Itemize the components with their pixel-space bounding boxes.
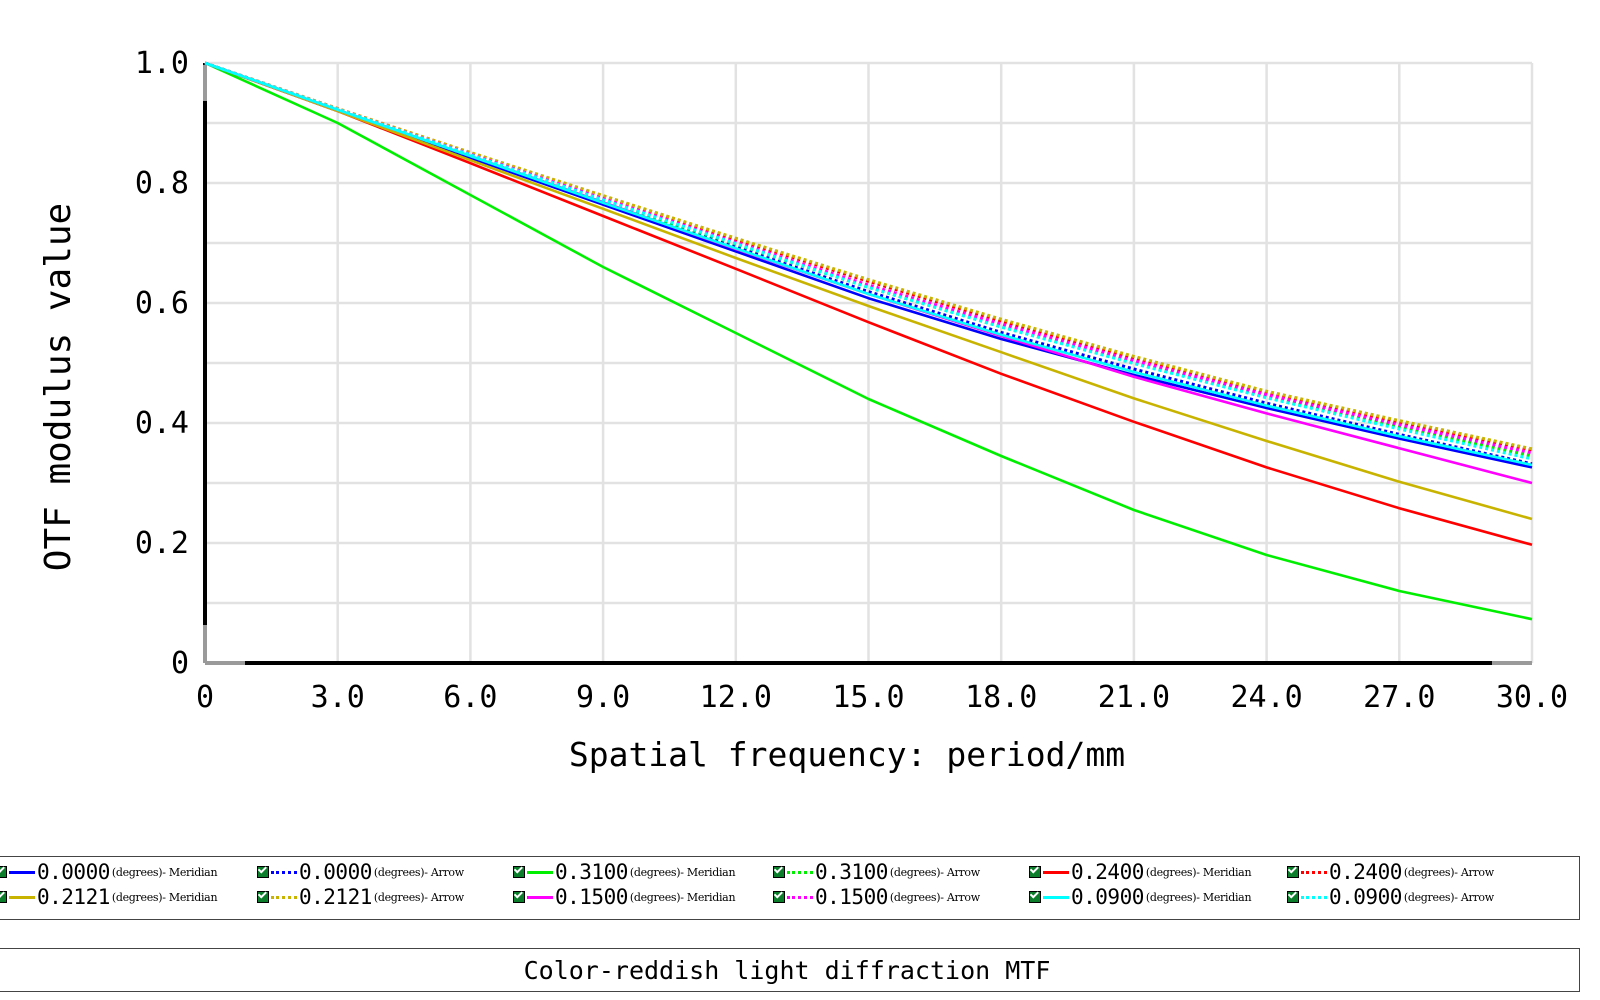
legend-field-unit: (degrees)- Arrow bbox=[1403, 890, 1494, 904]
legend-checkbox-icon[interactable] bbox=[773, 891, 785, 903]
series-line-0-0000-meridian bbox=[204, 61, 1533, 469]
legend-swatch bbox=[271, 870, 297, 874]
legend-item[interactable]: 0.2121 (degrees)- Arrow bbox=[257, 885, 464, 909]
legend-field-unit: (degrees)- Arrow bbox=[889, 865, 980, 879]
legend-item[interactable]: 0.2400 (degrees)- Meridian bbox=[1029, 860, 1252, 884]
legend-field-value: 0.1500 bbox=[555, 885, 628, 909]
y-tick-label: 0 bbox=[171, 646, 189, 681]
legend-checkbox-icon[interactable] bbox=[773, 866, 785, 878]
legend-field-value: 0.0900 bbox=[1071, 885, 1144, 909]
legend-field-unit: (degrees)- Meridian bbox=[1145, 890, 1252, 904]
legend-field-value: 0.3100 bbox=[555, 860, 628, 884]
legend-item[interactable]: 0.1500 (degrees)- Meridian bbox=[513, 885, 736, 909]
legend-checkbox-icon[interactable] bbox=[1029, 891, 1041, 903]
legend-field-unit: (degrees)- Arrow bbox=[889, 890, 980, 904]
legend-swatch bbox=[1043, 870, 1069, 874]
legend-field-value: 0.2400 bbox=[1329, 860, 1402, 884]
series-line-0-2121-arrow bbox=[204, 61, 1533, 451]
legend-field-unit: (degrees)- Arrow bbox=[1403, 865, 1494, 879]
x-tick-label: 21.0 bbox=[1098, 680, 1170, 715]
series-line-0-3100-meridian bbox=[204, 61, 1533, 621]
tick-labels: 0 3.0 6.0 9.0 12.0 15.0 18.0 21.0 24.0 27.0 30.0 0 0… bbox=[135, 46, 1568, 715]
legend-item[interactable]: 0.2121 (degrees)- Meridian bbox=[0, 885, 218, 909]
legend-checkbox-icon[interactable] bbox=[1287, 866, 1299, 878]
legend-swatch bbox=[9, 870, 35, 874]
legend-checkbox-icon[interactable] bbox=[257, 891, 269, 903]
legend-field-value: 0.1500 bbox=[815, 885, 888, 909]
legend-swatch bbox=[1043, 895, 1069, 899]
legend-field-unit: (degrees)- Meridian bbox=[111, 890, 218, 904]
legend-field-unit: (degrees)- Arrow bbox=[373, 890, 464, 904]
legend-checkbox-icon[interactable] bbox=[513, 866, 525, 878]
x-tick-label: 24.0 bbox=[1230, 680, 1302, 715]
y-tick-label: 1.0 bbox=[135, 46, 189, 81]
legend: 0.0000 (degrees)- Meridian 0.0000 (degrees)… bbox=[0, 856, 1580, 920]
x-tick-label: 18.0 bbox=[965, 680, 1037, 715]
legend-checkbox-icon[interactable] bbox=[0, 866, 7, 878]
legend-item[interactable]: 0.0900 (degrees)- Meridian bbox=[1029, 885, 1252, 909]
series-lines bbox=[204, 61, 1533, 621]
chart-caption: Color-reddish light diffraction MTF bbox=[0, 948, 1580, 992]
series-line-0-1500-arrow bbox=[204, 61, 1533, 455]
legend-swatch bbox=[9, 895, 35, 899]
mtf-chart: 0 3.0 6.0 9.0 12.0 15.0 18.0 21.0 24.0 27.0 30.0 0 0… bbox=[38, 46, 1568, 774]
legend-field-value: 0.2400 bbox=[1071, 860, 1144, 884]
legend-checkbox-icon[interactable] bbox=[257, 866, 269, 878]
x-tick-label: 6.0 bbox=[443, 680, 497, 715]
y-tick-label: 0.6 bbox=[135, 286, 189, 321]
legend-field-unit: (degrees)- Meridian bbox=[629, 865, 736, 879]
series-line-0-0900-arrow bbox=[204, 61, 1533, 461]
legend-swatch bbox=[271, 895, 297, 899]
legend-field-value: 0.2121 bbox=[37, 885, 110, 909]
x-tick-label: 9.0 bbox=[576, 680, 630, 715]
x-tick-label: 30.0 bbox=[1496, 680, 1568, 715]
legend-checkbox-icon[interactable] bbox=[1287, 891, 1299, 903]
legend-field-unit: (degrees)- Meridian bbox=[1145, 865, 1252, 879]
legend-checkbox-icon[interactable] bbox=[1029, 866, 1041, 878]
axes bbox=[203, 63, 1532, 665]
legend-field-unit: (degrees)- Meridian bbox=[111, 865, 218, 879]
x-tick-label: 0 bbox=[196, 680, 214, 715]
legend-item[interactable]: 0.1500 (degrees)- Arrow bbox=[773, 885, 980, 909]
legend-item[interactable]: 0.0000 (degrees)- Meridian bbox=[0, 860, 218, 884]
legend-checkbox-icon[interactable] bbox=[0, 891, 7, 903]
legend-swatch bbox=[787, 870, 813, 874]
x-tick-label: 27.0 bbox=[1363, 680, 1435, 715]
y-tick-label: 0.8 bbox=[135, 166, 189, 201]
legend-checkbox-icon[interactable] bbox=[513, 891, 525, 903]
legend-field-unit: (degrees)- Arrow bbox=[373, 865, 464, 879]
legend-field-value: 0.3100 bbox=[815, 860, 888, 884]
y-tick-label: 0.2 bbox=[135, 526, 189, 561]
legend-field-value: 0.0900 bbox=[1329, 885, 1402, 909]
x-tick-label: 12.0 bbox=[700, 680, 772, 715]
x-tick-label: 3.0 bbox=[311, 680, 365, 715]
legend-field-unit: (degrees)- Meridian bbox=[629, 890, 736, 904]
legend-swatch bbox=[1301, 870, 1327, 874]
x-axis-label: Spatial frequency: period/mm bbox=[569, 735, 1125, 774]
legend-item[interactable]: 0.0900 (degrees)- Arrow bbox=[1287, 885, 1494, 909]
x-tick-label: 15.0 bbox=[832, 680, 904, 715]
series-line-0-2400-arrow bbox=[204, 61, 1533, 452]
legend-swatch bbox=[527, 870, 553, 874]
legend-swatch bbox=[787, 895, 813, 899]
y-tick-label: 0.4 bbox=[135, 406, 189, 441]
series-line-0-2400-meridian bbox=[204, 61, 1533, 547]
legend-field-value: 0.0000 bbox=[37, 860, 110, 884]
legend-swatch bbox=[1301, 895, 1327, 899]
legend-item[interactable]: 0.3100 (degrees)- Arrow bbox=[773, 860, 980, 884]
legend-swatch bbox=[527, 895, 553, 899]
legend-item[interactable]: 0.3100 (degrees)- Meridian bbox=[513, 860, 736, 884]
legend-item[interactable]: 0.2400 (degrees)- Arrow bbox=[1287, 860, 1494, 884]
y-axis-label: OTF modulus value bbox=[38, 203, 79, 571]
legend-field-value: 0.0000 bbox=[299, 860, 372, 884]
series-line-0-2121-meridian bbox=[204, 61, 1533, 521]
legend-item[interactable]: 0.0000 (degrees)- Arrow bbox=[257, 860, 464, 884]
legend-field-value: 0.2121 bbox=[299, 885, 372, 909]
